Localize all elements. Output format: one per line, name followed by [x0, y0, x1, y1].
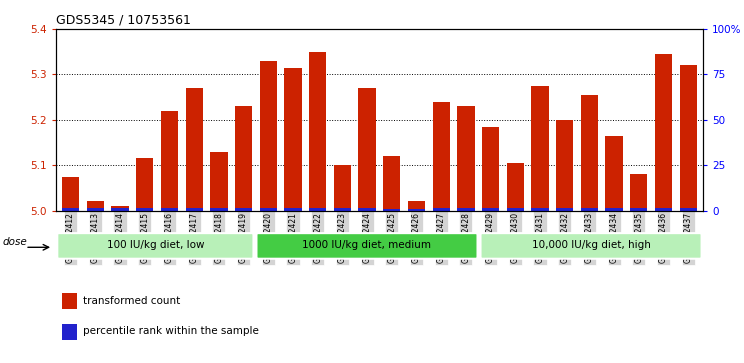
FancyBboxPatch shape	[257, 233, 478, 259]
Bar	[112, 208, 129, 211]
Bar	[531, 208, 548, 211]
Text: percentile rank within the sample: percentile rank within the sample	[83, 326, 259, 336]
Bar	[432, 208, 450, 211]
Bar	[309, 52, 327, 211]
Bar	[87, 208, 104, 211]
Bar	[334, 208, 351, 211]
Bar	[185, 208, 203, 211]
Bar	[260, 208, 277, 211]
Bar	[136, 208, 153, 211]
Bar	[62, 324, 77, 340]
Bar	[235, 208, 252, 211]
Bar	[408, 201, 425, 211]
Bar	[383, 156, 400, 211]
Text: dose: dose	[3, 237, 28, 247]
Bar	[606, 136, 623, 211]
FancyBboxPatch shape	[57, 233, 254, 259]
Bar	[556, 208, 574, 211]
Text: transformed count: transformed count	[83, 295, 180, 306]
Bar	[62, 208, 80, 211]
Bar	[260, 61, 277, 211]
Bar	[507, 208, 524, 211]
Bar	[432, 102, 450, 211]
Text: 100 IU/kg diet, low: 100 IU/kg diet, low	[106, 240, 204, 250]
Bar	[334, 165, 351, 211]
Bar	[507, 163, 524, 211]
Bar	[62, 176, 80, 211]
Bar	[211, 152, 228, 211]
Text: 1000 IU/kg diet, medium: 1000 IU/kg diet, medium	[303, 240, 432, 250]
Bar	[581, 95, 598, 211]
Bar	[556, 120, 574, 211]
Bar	[606, 208, 623, 211]
Bar	[482, 208, 499, 211]
Bar	[235, 106, 252, 211]
Bar	[408, 209, 425, 211]
FancyBboxPatch shape	[481, 233, 702, 259]
Bar	[359, 208, 376, 211]
Bar	[581, 208, 598, 211]
Bar	[679, 65, 697, 211]
Text: 10,000 IU/kg diet, high: 10,000 IU/kg diet, high	[532, 240, 650, 250]
Bar	[679, 208, 697, 211]
Bar	[161, 208, 178, 211]
Bar	[284, 68, 301, 211]
Bar	[531, 86, 548, 211]
Bar	[630, 174, 647, 211]
Bar	[185, 88, 203, 211]
Bar	[655, 208, 672, 211]
Bar	[383, 209, 400, 211]
Bar	[161, 111, 178, 211]
Bar	[211, 208, 228, 211]
Bar	[284, 208, 301, 211]
Bar	[62, 293, 77, 309]
Bar	[309, 208, 327, 211]
Bar	[630, 208, 647, 211]
Bar	[655, 54, 672, 211]
Bar	[458, 208, 475, 211]
Bar	[482, 127, 499, 211]
Bar	[359, 88, 376, 211]
Bar	[136, 158, 153, 211]
Bar	[112, 206, 129, 211]
Bar	[87, 201, 104, 211]
Text: GDS5345 / 10753561: GDS5345 / 10753561	[56, 13, 190, 26]
Bar	[458, 106, 475, 211]
